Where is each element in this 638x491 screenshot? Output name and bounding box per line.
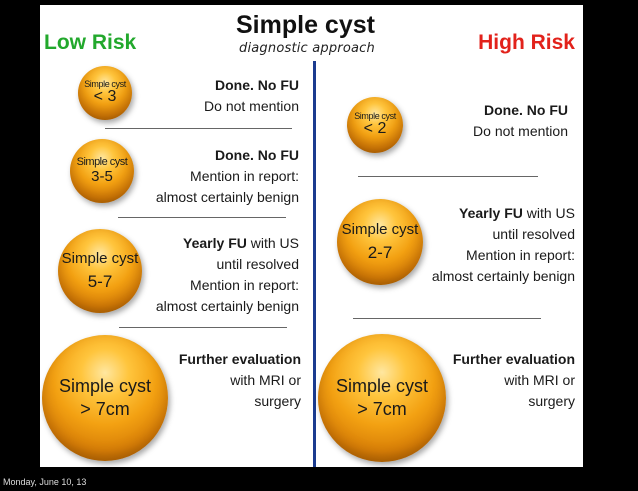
- row-separator: [358, 176, 538, 177]
- cyst-label: Simple cyst: [58, 376, 152, 397]
- row-separator: [105, 128, 292, 129]
- cyst-ball-low-4: Simple cyst > 7cm: [42, 335, 168, 461]
- row-separator: [353, 318, 541, 319]
- slide-title: Simple cyst: [236, 11, 375, 39]
- recommendation-line: Do not mention: [204, 98, 299, 114]
- recommendation-line: Mention in report:: [190, 168, 299, 184]
- cyst-label: Simple cyst: [76, 156, 128, 169]
- recommendation-bold: Further evaluation: [452, 351, 575, 367]
- cyst-label: Simple cyst: [354, 110, 396, 121]
- recommendation-line: Done. No FU: [204, 75, 299, 96]
- cyst-size: > 7cm: [357, 399, 407, 419]
- recommendation-line: Done. No FU: [156, 145, 299, 166]
- recommendation-low-2: Done. No FU Mention in report: almost ce…: [156, 145, 299, 208]
- recommendation-line: Yearly FU with US: [156, 233, 299, 254]
- cyst-size: 2-7: [367, 242, 393, 262]
- recommendation-rest: with US: [246, 235, 299, 251]
- recommendation-line: surgery: [528, 393, 575, 409]
- cyst-ball-high-1: Simple cyst < 2: [347, 97, 403, 153]
- recommendation-bold: Yearly FU: [183, 235, 247, 251]
- recommendation-bold: Done. No FU: [215, 77, 299, 93]
- recommendation-line: surgery: [254, 393, 301, 409]
- recommendation-high-3: Further evaluation with MRI or surgery: [453, 349, 575, 412]
- recommendation-bold: Further evaluation: [178, 351, 301, 367]
- recommendation-line: Mention in report:: [190, 277, 299, 293]
- low-risk-label: Low Risk: [44, 31, 137, 54]
- cyst-size: < 3: [93, 88, 117, 106]
- slide-header: Low Risk Simple cyst diagnostic approach…: [40, 5, 583, 60]
- recommendation-line: almost certainly benign: [155, 298, 299, 314]
- cyst-size: < 2: [363, 120, 387, 138]
- recommendation-line: until resolved: [492, 226, 576, 242]
- recommendation-line: with MRI or: [504, 372, 575, 388]
- cyst-ball-low-3: Simple cyst 5-7: [58, 229, 142, 313]
- recommendation-low-1: Done. No FU Do not mention: [204, 75, 299, 117]
- recommendation-line: Do not mention: [473, 123, 568, 139]
- cyst-label: Simple cyst: [341, 221, 419, 239]
- cyst-ball-low-1: Simple cyst < 3: [78, 66, 132, 120]
- row-separator: [118, 217, 286, 218]
- row-separator: [119, 327, 287, 328]
- cyst-ball-low-2: Simple cyst 3-5: [70, 139, 134, 203]
- recommendation-line: Mention in report:: [466, 247, 575, 263]
- recommendation-low-3: Yearly FU with US until resolved Mention…: [156, 233, 299, 317]
- cyst-label: Simple cyst: [84, 78, 126, 89]
- recommendation-line: Yearly FU with US: [432, 203, 575, 224]
- cyst-label: Simple cyst: [61, 250, 139, 268]
- recommendation-rest: with US: [522, 205, 575, 221]
- recommendation-high-1: Done. No FU Do not mention: [473, 100, 568, 142]
- cyst-size: 5-7: [87, 271, 113, 291]
- recommendation-low-4: Further evaluation with MRI or surgery: [179, 349, 301, 412]
- cyst-label: Simple cyst: [335, 376, 429, 397]
- cyst-size: > 7cm: [80, 399, 130, 419]
- recommendation-line: with MRI or: [230, 372, 301, 388]
- recommendation-line: until resolved: [216, 256, 300, 272]
- slide: Low Risk Simple cyst diagnostic approach…: [40, 5, 583, 467]
- footer-timestamp: Monday, June 10, 13: [3, 477, 87, 487]
- recommendation-bold: Done. No FU: [215, 147, 299, 163]
- recommendation-line: almost certainly benign: [431, 268, 575, 284]
- cyst-ball-high-3: Simple cyst > 7cm: [318, 334, 446, 462]
- recommendation-line: almost certainly benign: [155, 189, 299, 205]
- recommendation-line: Further evaluation: [179, 349, 301, 370]
- cyst-size: 3-5: [91, 167, 113, 185]
- column-divider: [313, 61, 316, 467]
- cyst-ball-high-2: Simple cyst 2-7: [337, 199, 423, 285]
- slide-subtitle: diagnostic approach: [239, 41, 375, 56]
- recommendation-line: Done. No FU: [473, 100, 568, 121]
- recommendation-high-2: Yearly FU with US until resolved Mention…: [432, 203, 575, 287]
- recommendation-bold: Yearly FU: [459, 205, 523, 221]
- high-risk-label: High Risk: [478, 31, 575, 54]
- recommendation-line: Further evaluation: [453, 349, 575, 370]
- recommendation-bold: Done. No FU: [484, 102, 568, 118]
